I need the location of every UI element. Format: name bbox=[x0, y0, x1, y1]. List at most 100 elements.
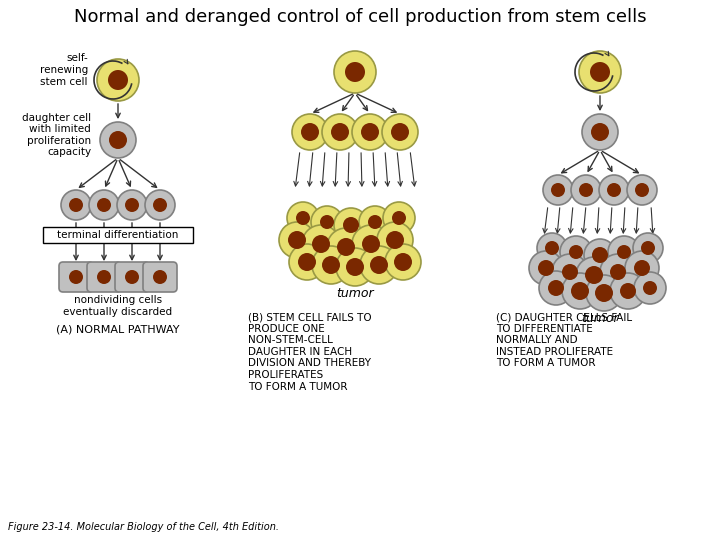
Circle shape bbox=[289, 244, 325, 280]
Circle shape bbox=[311, 206, 343, 238]
Circle shape bbox=[620, 283, 636, 299]
Circle shape bbox=[359, 206, 391, 238]
Circle shape bbox=[608, 236, 640, 268]
Circle shape bbox=[334, 51, 376, 93]
Circle shape bbox=[585, 266, 603, 284]
Circle shape bbox=[551, 183, 565, 197]
Text: (A) NORMAL PATHWAY: (A) NORMAL PATHWAY bbox=[56, 325, 180, 335]
Circle shape bbox=[538, 260, 554, 276]
Circle shape bbox=[643, 281, 657, 295]
FancyBboxPatch shape bbox=[143, 262, 177, 292]
Circle shape bbox=[153, 270, 167, 284]
Text: daughter cell
with limited
proliferation
capacity: daughter cell with limited proliferation… bbox=[22, 113, 91, 157]
Circle shape bbox=[327, 228, 365, 266]
Circle shape bbox=[383, 202, 415, 234]
Circle shape bbox=[634, 272, 666, 304]
Circle shape bbox=[312, 235, 330, 253]
Circle shape bbox=[97, 198, 111, 212]
Circle shape bbox=[635, 183, 649, 197]
Circle shape bbox=[279, 222, 315, 258]
FancyBboxPatch shape bbox=[59, 262, 93, 292]
Circle shape bbox=[579, 183, 593, 197]
Circle shape bbox=[584, 239, 616, 271]
Circle shape bbox=[361, 123, 379, 141]
Circle shape bbox=[370, 256, 388, 274]
Circle shape bbox=[331, 123, 349, 141]
Circle shape bbox=[385, 244, 421, 280]
Circle shape bbox=[368, 215, 382, 229]
Circle shape bbox=[571, 175, 601, 205]
Circle shape bbox=[600, 254, 636, 290]
Text: tumor: tumor bbox=[581, 312, 618, 325]
Circle shape bbox=[529, 251, 563, 285]
Circle shape bbox=[97, 59, 139, 101]
Circle shape bbox=[633, 233, 663, 263]
Circle shape bbox=[298, 253, 316, 271]
Circle shape bbox=[312, 246, 350, 284]
Circle shape bbox=[539, 271, 573, 305]
Circle shape bbox=[641, 241, 655, 255]
Circle shape bbox=[545, 241, 559, 255]
FancyBboxPatch shape bbox=[43, 227, 193, 243]
Circle shape bbox=[301, 123, 319, 141]
Text: self-
renewing
stem cell: self- renewing stem cell bbox=[40, 53, 88, 86]
Circle shape bbox=[145, 190, 175, 220]
Circle shape bbox=[586, 275, 622, 311]
Circle shape bbox=[61, 190, 91, 220]
Circle shape bbox=[360, 246, 398, 284]
Circle shape bbox=[607, 183, 621, 197]
Circle shape bbox=[322, 256, 340, 274]
Circle shape bbox=[392, 211, 406, 225]
Circle shape bbox=[617, 245, 631, 259]
Circle shape bbox=[562, 273, 598, 309]
Circle shape bbox=[97, 270, 111, 284]
Text: (B) STEM CELL FAILS TO
PRODUCE ONE
NON-STEM-CELL
DAUGHTER IN EACH
DIVISION AND T: (B) STEM CELL FAILS TO PRODUCE ONE NON-S… bbox=[248, 312, 372, 392]
Circle shape bbox=[377, 222, 413, 258]
Circle shape bbox=[386, 231, 404, 249]
Text: tumor: tumor bbox=[336, 287, 374, 300]
Circle shape bbox=[288, 231, 306, 249]
Circle shape bbox=[569, 245, 583, 259]
Circle shape bbox=[352, 225, 390, 263]
Circle shape bbox=[346, 258, 364, 276]
Circle shape bbox=[302, 225, 340, 263]
Circle shape bbox=[394, 253, 412, 271]
Circle shape bbox=[125, 270, 139, 284]
Circle shape bbox=[627, 175, 657, 205]
Text: Figure 23‑14. Molecular Biology of the Cell, 4th Edition.: Figure 23‑14. Molecular Biology of the C… bbox=[8, 522, 279, 532]
Circle shape bbox=[322, 114, 358, 150]
Circle shape bbox=[548, 280, 564, 296]
Circle shape bbox=[69, 198, 83, 212]
Circle shape bbox=[591, 123, 609, 141]
Circle shape bbox=[592, 247, 608, 263]
Circle shape bbox=[117, 190, 147, 220]
Circle shape bbox=[590, 62, 610, 82]
Circle shape bbox=[562, 264, 578, 280]
Text: nondividing cells
eventually discarded: nondividing cells eventually discarded bbox=[63, 295, 173, 316]
Circle shape bbox=[382, 114, 418, 150]
Circle shape bbox=[634, 260, 650, 276]
Circle shape bbox=[109, 131, 127, 149]
Circle shape bbox=[125, 198, 139, 212]
Circle shape bbox=[537, 233, 567, 263]
Text: (C) DAUGHTER CELLS FAIL
TO DIFFERENTIATE
NORMALLY AND
INSTEAD PROLIFERATE
TO FOR: (C) DAUGHTER CELLS FAIL TO DIFFERENTIATE… bbox=[496, 312, 632, 368]
Circle shape bbox=[595, 284, 613, 302]
Circle shape bbox=[610, 273, 646, 309]
Circle shape bbox=[571, 282, 589, 300]
Circle shape bbox=[153, 198, 167, 212]
Circle shape bbox=[599, 175, 629, 205]
Circle shape bbox=[287, 202, 319, 234]
Text: terminal differentiation: terminal differentiation bbox=[58, 230, 179, 240]
Circle shape bbox=[362, 235, 380, 253]
Circle shape bbox=[576, 257, 612, 293]
Circle shape bbox=[625, 251, 659, 285]
Circle shape bbox=[336, 248, 374, 286]
Circle shape bbox=[579, 51, 621, 93]
Circle shape bbox=[337, 238, 355, 256]
Circle shape bbox=[543, 175, 573, 205]
FancyBboxPatch shape bbox=[115, 262, 149, 292]
Circle shape bbox=[334, 208, 368, 242]
Circle shape bbox=[100, 122, 136, 158]
Circle shape bbox=[108, 70, 128, 90]
Circle shape bbox=[552, 254, 588, 290]
